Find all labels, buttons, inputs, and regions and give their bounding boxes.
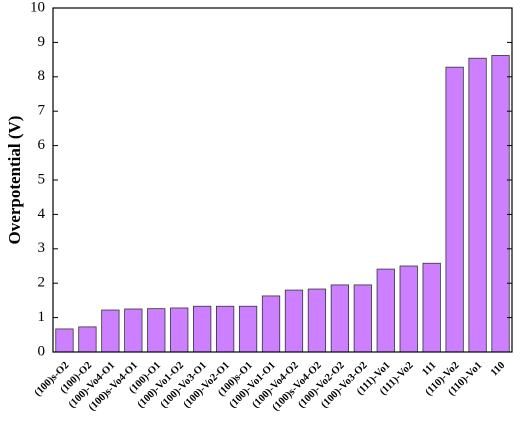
y-tick-label: 6 <box>38 137 46 153</box>
y-tick-label: 0 <box>38 343 46 359</box>
x-tick-label: 110 <box>489 360 508 379</box>
y-tick-label: 3 <box>38 240 46 256</box>
bar <box>491 55 510 353</box>
bar <box>399 265 418 353</box>
bar <box>261 295 281 353</box>
x-tick-label: 111 <box>420 360 438 378</box>
bar <box>330 284 349 353</box>
bar <box>147 308 166 353</box>
bar <box>101 309 120 353</box>
bar <box>170 307 189 353</box>
bar <box>468 57 487 353</box>
bar <box>124 308 143 353</box>
y-tick-label: 7 <box>38 103 46 119</box>
plot-frame <box>52 7 513 353</box>
bar <box>422 262 441 353</box>
bar <box>284 289 304 353</box>
y-tick-label: 10 <box>30 0 45 15</box>
bar <box>78 326 97 353</box>
y-tick-label: 2 <box>38 275 46 291</box>
bar <box>353 284 372 353</box>
y-tick-label: 1 <box>38 309 46 325</box>
y-axis-label: Overpotential (V) <box>5 116 24 245</box>
bar <box>376 268 395 353</box>
y-tick-label: 5 <box>38 171 46 187</box>
y-tick-label: 8 <box>38 68 46 84</box>
bar <box>193 305 212 353</box>
y-tick-label: 9 <box>38 34 46 50</box>
bar <box>307 288 327 353</box>
bar <box>445 66 464 353</box>
bar <box>216 305 235 353</box>
bar <box>238 305 258 353</box>
bar <box>55 328 74 353</box>
y-tick-label: 4 <box>38 206 46 222</box>
